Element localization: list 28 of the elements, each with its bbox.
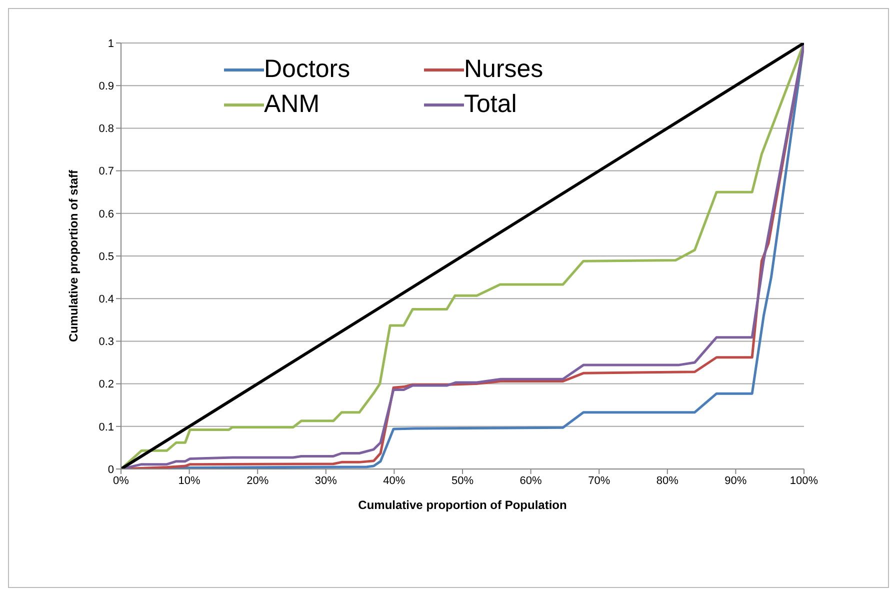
legend-label: Doctors xyxy=(264,55,350,84)
y-tick-label: 0.9 xyxy=(98,80,114,93)
x-tick-label: 50% xyxy=(451,474,474,487)
legend-label: Nurses xyxy=(464,55,544,84)
y-tick-label: 0.8 xyxy=(98,123,114,136)
y-tick-label: 0.4 xyxy=(98,294,114,306)
x-tick-label: 20% xyxy=(246,474,269,487)
x-tick-label: 80% xyxy=(656,474,679,487)
x-tick-label: 70% xyxy=(588,474,610,487)
y-tick-label: 0.2 xyxy=(98,378,114,391)
y-tick-label: 1 xyxy=(108,38,114,50)
x-tick-label: 100% xyxy=(790,474,818,487)
y-tick-label: 0.5 xyxy=(98,250,114,263)
y-tick-label: 0.1 xyxy=(98,421,114,434)
x-tick-label: 40% xyxy=(383,474,406,487)
x-tick-label: 30% xyxy=(314,474,338,487)
x-axis-title: Cumulative proportion of Population xyxy=(358,498,567,512)
legend-label: Total xyxy=(464,90,517,119)
x-tick-label: 0% xyxy=(113,474,130,487)
legend-label: ANM xyxy=(264,90,320,119)
y-tick-label: 0.3 xyxy=(98,336,114,348)
x-tick-label: 10% xyxy=(178,474,201,487)
y-axis-title: Cumulative proportion of staff xyxy=(66,169,80,342)
x-tick-label: 90% xyxy=(724,474,747,487)
y-tick-label: 0 xyxy=(108,464,114,476)
y-tick-label: 0.6 xyxy=(98,208,114,220)
y-tick-label: 0.7 xyxy=(98,166,114,178)
x-tick-label: 60% xyxy=(520,474,542,487)
